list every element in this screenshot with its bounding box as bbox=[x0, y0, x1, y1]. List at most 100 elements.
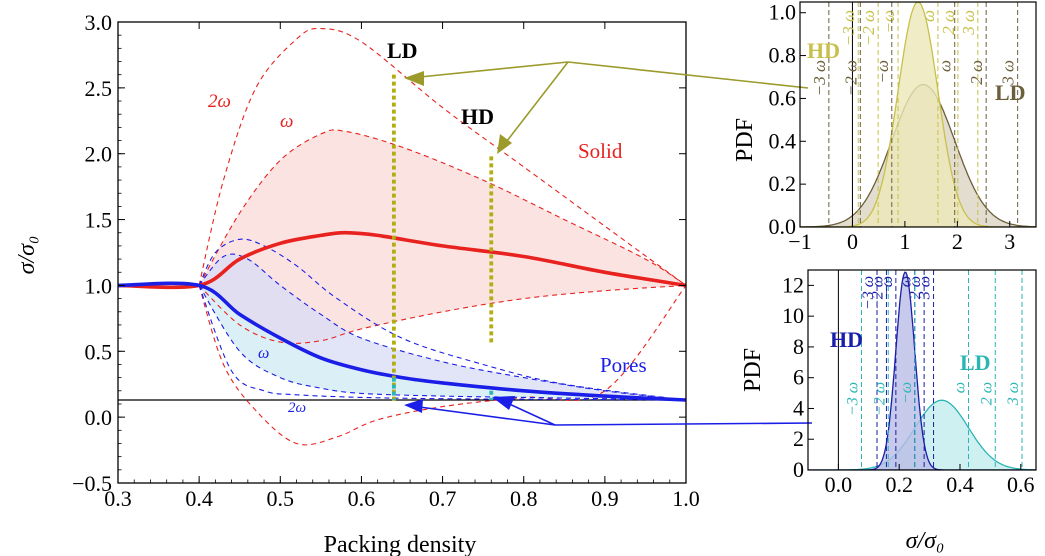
pdf-curve-hd bbox=[800, 2, 1036, 227]
sigma-label-hd: ω bbox=[898, 276, 915, 287]
solid-w-label: ω bbox=[280, 111, 293, 132]
sigma-label-ld: −2 ω bbox=[871, 382, 888, 416]
pdf-x-tick-label: 0.0 bbox=[825, 472, 853, 497]
sigma-label-hd: −ω bbox=[879, 276, 896, 298]
sigma-label-hd: 2 ω bbox=[907, 276, 924, 299]
pdf-x-tick-label: 0.6 bbox=[1007, 472, 1035, 497]
sigma-label-ld: 3 ω bbox=[1005, 382, 1022, 406]
pore-to-pdf-line bbox=[554, 422, 813, 426]
sigma-label-ld: 3 ω bbox=[999, 60, 1018, 86]
pdf-y-tick-label: 0.8 bbox=[769, 43, 797, 68]
sigma-label-hd: −2 ω bbox=[859, 10, 878, 46]
sigma-label-ld: −3 ω bbox=[810, 60, 829, 96]
sigma-label-ld: −2 ω bbox=[841, 60, 860, 96]
pore-region-label: Pores bbox=[600, 353, 647, 377]
main-y-tick-label: 3.0 bbox=[85, 10, 113, 35]
pdf-x-tick-label: 1 bbox=[899, 229, 910, 254]
ld-pore-arrow bbox=[411, 405, 556, 426]
main-y-tick-label: 0.5 bbox=[85, 339, 113, 364]
main-ld-label: LD bbox=[387, 38, 418, 63]
pdf-x-tick-label: 0 bbox=[847, 229, 858, 254]
solid-to-pdf-line bbox=[567, 61, 809, 89]
pdf-y-tick-label: 1.0 bbox=[769, 0, 797, 25]
pore-pdf-fills bbox=[808, 271, 1036, 470]
main-y-tick-label: 1.5 bbox=[85, 208, 113, 233]
main-x-tick-label: 0.4 bbox=[185, 486, 213, 511]
connector-arrows bbox=[404, 61, 813, 426]
main-y-tick-label: 1.0 bbox=[85, 273, 113, 298]
pdf-y-tick-label: 2 bbox=[793, 426, 804, 451]
sigma-label-hd: ω bbox=[919, 10, 938, 22]
solid-pdf-ld-label: LD bbox=[995, 80, 1026, 105]
pore-pdf-x-label: σ/σ₀ bbox=[906, 528, 945, 554]
pdf-y-tick-label: 6 bbox=[793, 365, 804, 390]
ld-solid-arrow bbox=[409, 61, 569, 79]
sigma-label-hd: −3 ω bbox=[860, 276, 877, 310]
sigma-label-ld: −3 ω bbox=[845, 382, 862, 416]
pores-minus1-line bbox=[198, 285, 686, 401]
hd-solid-arrowhead bbox=[497, 134, 512, 154]
pores-plus2-line bbox=[198, 238, 686, 401]
main-chart: 0.3 0.4 0.5 0.6 0.7 0.8 0.9 1.0 −0.5 0.0 0.5 1.0 1.5… bbox=[14, 10, 700, 556]
main-x-tick-label: 0.6 bbox=[348, 486, 376, 511]
sigma-label-ld: 2 ω bbox=[967, 60, 986, 85]
main-series-lines bbox=[118, 27, 686, 446]
pore-pdf-y-label: PDF bbox=[740, 348, 766, 392]
pdf-x-tick-label: 0.4 bbox=[946, 472, 974, 497]
solid-1w-band bbox=[199, 129, 686, 344]
sigma-label-ld: −ω bbox=[873, 60, 892, 83]
solid-pdf-hd-label: HD bbox=[807, 38, 840, 63]
main-x-tick-label: 0.9 bbox=[591, 486, 619, 511]
pore-w-label: ω bbox=[258, 345, 269, 362]
pdf-y-tick-label: 4 bbox=[793, 395, 804, 420]
solid-minus1-line bbox=[198, 284, 686, 344]
main-density-markers bbox=[391, 74, 494, 402]
hd-pore-arrowhead bbox=[492, 396, 515, 410]
main-hd-label: HD bbox=[461, 104, 494, 129]
solid-minus2-line bbox=[198, 285, 686, 446]
pores-plus1-line bbox=[198, 253, 686, 401]
ld-pore-arrowhead bbox=[404, 399, 423, 413]
main-x-axis-label: Packing density bbox=[324, 532, 477, 556]
ld-solid-arrowhead bbox=[404, 71, 424, 86]
sigma-label-ld: ω bbox=[952, 382, 969, 393]
sigma-label-ld: ω bbox=[936, 60, 955, 72]
sigma-label-ld: 2 ω bbox=[978, 382, 995, 405]
hd-pore-arrow bbox=[504, 401, 556, 426]
pdf-y-tick-label: 0 bbox=[793, 457, 804, 482]
pdf-x-tick-label: 0.2 bbox=[885, 472, 913, 497]
pore-pdf-ld-label: LD bbox=[960, 350, 991, 375]
sigma-label-hd: 3 ω bbox=[917, 276, 934, 300]
sigma-label-hd: −2 ω bbox=[869, 276, 886, 310]
main-y-tick-label: 2.5 bbox=[85, 76, 113, 101]
solid-region-label: Solid bbox=[578, 139, 623, 163]
pore-pdf-hd-label: HD bbox=[830, 327, 863, 352]
pore-pdf-ticks: 0.0 0.2 0.4 0.6 0 2 4 6 8 10 12 bbox=[782, 272, 1035, 497]
sigma-label-hd: −ω bbox=[879, 10, 898, 33]
main-x-tick-label: 0.8 bbox=[510, 486, 538, 511]
main-y-axis-label: σ/σ₀ bbox=[14, 236, 40, 275]
main-x-tick-label: 1.0 bbox=[672, 486, 700, 511]
pdf-y-tick-label: 10 bbox=[782, 303, 804, 328]
solid-2w-label: 2ω bbox=[208, 91, 231, 112]
pdf-y-tick-label: 0.2 bbox=[769, 171, 797, 196]
solid-mean-line bbox=[118, 230, 686, 290]
main-band-fills bbox=[118, 129, 686, 400]
pore-mean-line bbox=[118, 281, 686, 402]
solid-pdf-fills bbox=[800, 2, 1036, 227]
pdf-y-tick-label: 8 bbox=[793, 334, 804, 359]
sigma-label-hd: 3 ω bbox=[959, 10, 978, 36]
pore-pdf-frame bbox=[807, 269, 1037, 471]
pdf-x-tick-label: 3 bbox=[1004, 229, 1015, 254]
pdf-y-tick-label: 0.0 bbox=[769, 214, 797, 239]
main-y-tick-label: −0.5 bbox=[72, 471, 112, 496]
main-x-tick-label: 0.3 bbox=[104, 486, 132, 511]
main-y-tick-label: 2.0 bbox=[85, 142, 113, 167]
solid-pdf-ticks: −1 0 1 2 3 0.0 0.2 0.4 0.6 0.8 1.0 bbox=[769, 0, 1016, 254]
sigma-label-hd: −3 ω bbox=[839, 10, 858, 46]
solid-pdf-y-label: PDF bbox=[732, 118, 758, 162]
